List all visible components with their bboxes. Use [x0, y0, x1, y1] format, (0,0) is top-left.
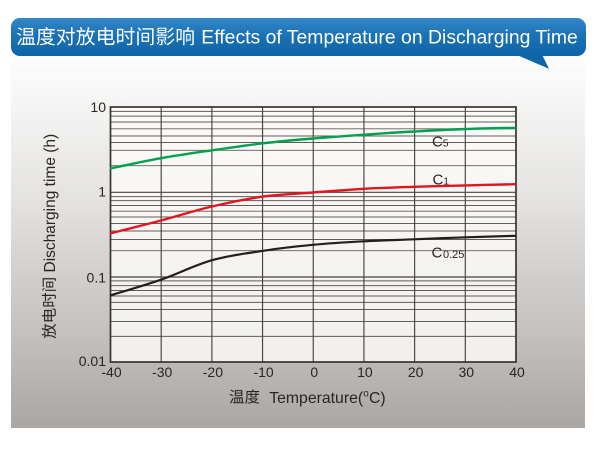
- svg-text:Discharging time (h): Discharging time (h): [42, 134, 59, 273]
- svg-text:0: 0: [310, 364, 318, 380]
- svg-text:0.01: 0.01: [79, 353, 106, 369]
- svg-text:Temperature(: Temperature(: [269, 390, 364, 407]
- svg-text:0.1: 0.1: [87, 270, 107, 286]
- svg-text:o: o: [363, 389, 369, 400]
- svg-text:-40: -40: [101, 364, 121, 380]
- svg-text:0.25: 0.25: [443, 249, 464, 261]
- svg-text:40: 40: [509, 364, 525, 380]
- svg-text:-20: -20: [203, 364, 223, 380]
- svg-text:30: 30: [459, 364, 475, 380]
- svg-text:1: 1: [98, 183, 106, 199]
- svg-text:-10: -10: [253, 364, 273, 380]
- svg-text:Effects of Temperature on Disc: Effects of Temperature on Discharging Ti…: [201, 26, 578, 48]
- svg-text:1: 1: [443, 176, 449, 188]
- svg-text:C: C: [433, 172, 444, 189]
- svg-text:C: C: [432, 245, 443, 262]
- svg-text:20: 20: [408, 364, 424, 380]
- svg-text:-30: -30: [152, 364, 172, 380]
- svg-text:5: 5: [443, 138, 449, 150]
- svg-text:C: C: [432, 134, 443, 151]
- svg-text:10: 10: [357, 364, 373, 380]
- svg-text:10: 10: [90, 99, 106, 115]
- svg-text:C): C): [369, 390, 386, 407]
